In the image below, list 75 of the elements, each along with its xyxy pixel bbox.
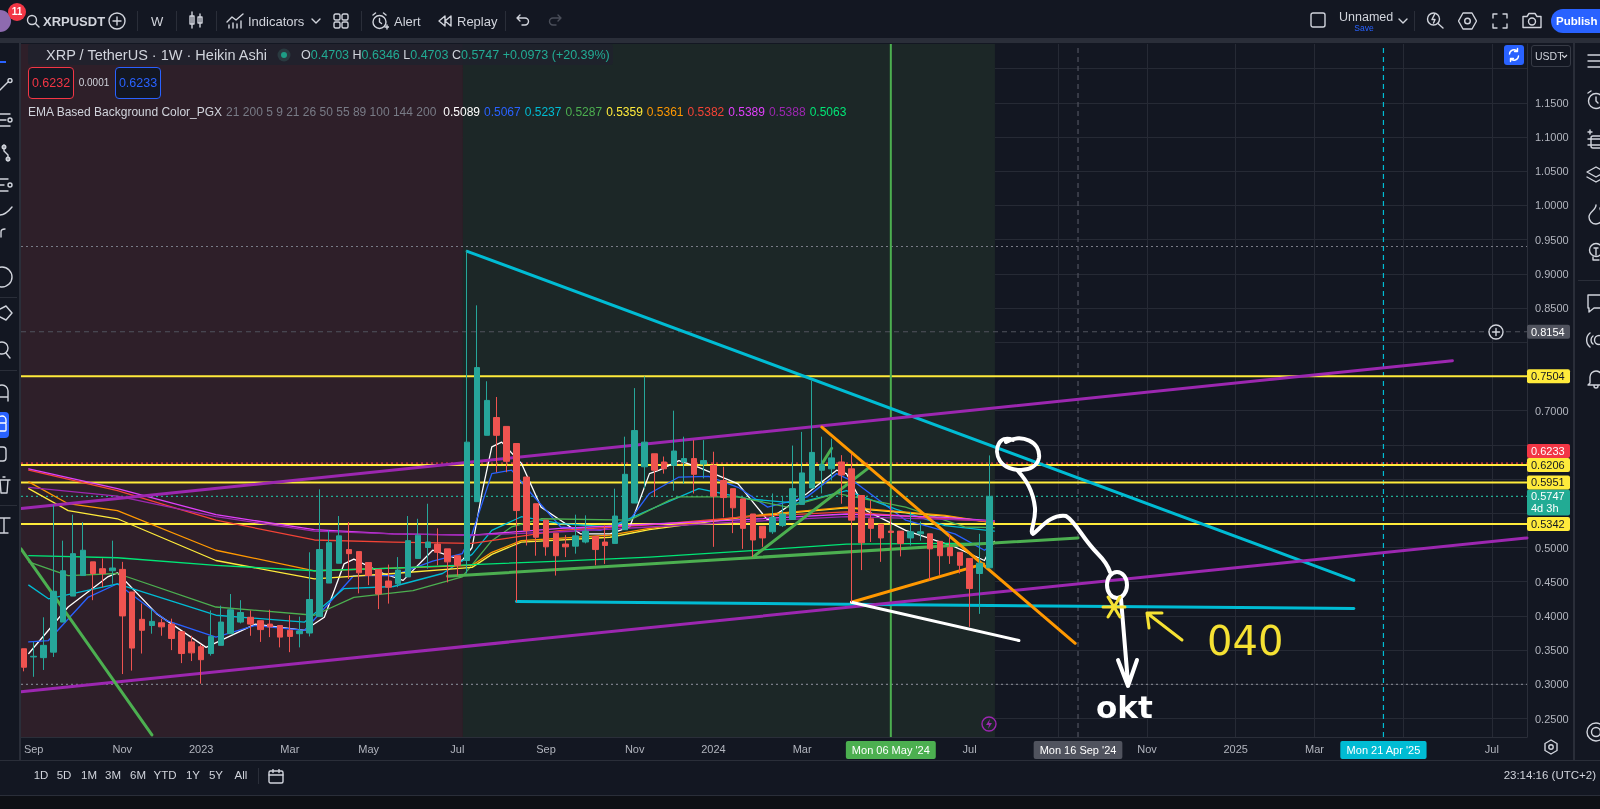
- ref-line-label: 0.6206: [1531, 459, 1565, 471]
- x-tick-label: Mar: [280, 742, 300, 755]
- annotation: 0.5359: [606, 104, 643, 120]
- annotation: 0.5067: [484, 104, 521, 120]
- ref-line-label: Mon 06 May '24: [851, 744, 930, 756]
- annotation: 0.5063: [809, 104, 847, 120]
- text: W: [151, 12, 164, 30]
- x-tick-label: Nov: [624, 742, 645, 755]
- x-tick-label: 2025: [1223, 742, 1248, 755]
- annotation: 21 200 5 9 21 26 50 55 89 100 144 200: [226, 104, 437, 120]
- ref-line-label: 0.6233: [1531, 445, 1565, 457]
- y-tick-label: 0.9000: [1535, 267, 1569, 280]
- y-tick-label: 1.0000: [1535, 199, 1569, 212]
- ref-line-label: 0.7504: [1531, 370, 1565, 383]
- text: Indicators: [248, 12, 305, 30]
- text: 1D: [33, 768, 49, 784]
- currency-dropdown: USDT: [1531, 45, 1571, 67]
- y-tick-label: 0.7000: [1535, 404, 1569, 417]
- text: 1M: [81, 768, 97, 784]
- annotation: 0.5388: [768, 104, 806, 120]
- text: 5D: [56, 768, 72, 784]
- y-tick-label: 0.4000: [1535, 609, 1569, 622]
- annotation: okt: [1096, 688, 1153, 726]
- x-tick-label: Jul: [1484, 742, 1499, 755]
- x-tick-label: 2024: [701, 742, 726, 755]
- y-tick-label: 0.3000: [1535, 678, 1569, 691]
- annotation: 040: [1207, 618, 1284, 664]
- price-box: 0.6233: [115, 67, 161, 99]
- x-tick-label: Nov: [112, 742, 133, 755]
- y-tick-label: 0.4500: [1535, 575, 1569, 588]
- annotation: 0.5237: [524, 104, 562, 120]
- text: YTD: [153, 768, 177, 784]
- x-tick-label: Jul: [450, 742, 465, 755]
- x-tick-label: Sep: [23, 742, 44, 755]
- annotation: EMA Based Background Color_PGX: [28, 104, 223, 120]
- y-tick-label: 0.9500: [1535, 233, 1569, 246]
- text: XRPUSDT: [43, 12, 106, 30]
- y-tick-label: 1.1500: [1535, 96, 1569, 109]
- annotation: 0.5287: [565, 104, 603, 120]
- x-tick-label: Mar: [792, 742, 812, 755]
- y-tick-label: 1.1000: [1535, 131, 1569, 144]
- ref-line-label: Mon 16 Sep '24: [1039, 744, 1117, 756]
- x-tick-label: Nov: [1137, 742, 1158, 755]
- text: 6M: [130, 768, 146, 784]
- y-tick-label: 0.3500: [1535, 644, 1569, 657]
- text: Replay: [457, 12, 498, 30]
- annotation: 0.5361: [646, 104, 684, 120]
- y-tick-label: 0.5000: [1535, 541, 1569, 554]
- y-tick-label: 1.0500: [1535, 165, 1569, 178]
- x-tick-label: May: [358, 742, 380, 755]
- ref-line-label: 0.8154: [1531, 325, 1565, 338]
- x-tick-label: Sep: [536, 742, 556, 755]
- annotation: 0.5382: [687, 104, 725, 120]
- price-box: 0.6232: [28, 67, 74, 99]
- annotation: 0.5389: [728, 104, 765, 120]
- x-tick-label: Mar: [1304, 742, 1325, 755]
- button: Publish: [1551, 9, 1600, 33]
- text: Alert: [394, 12, 421, 30]
- text: 1Y: [185, 768, 201, 784]
- ref-line-label: 0.5747 4d 3h: [1531, 490, 1565, 515]
- text: All: [234, 768, 248, 784]
- text: 3M: [105, 768, 121, 784]
- y-tick-label: 0.8500: [1535, 302, 1569, 315]
- ref-line-label: Mon 21 Apr '25: [1346, 744, 1421, 756]
- text: O0.4703 H0.6346 L0.4703 C0.5747 +0.0973 (+20.39%): [301, 47, 610, 62]
- x-tick-label: 2023: [188, 742, 214, 755]
- text: 5Y: [208, 768, 224, 784]
- ref-line-label: 0.5951: [1531, 476, 1565, 489]
- text: 23:14:16 (UTC+2): [1503, 768, 1596, 784]
- chart-title: XRP / TetherUS · 1W · Heikin Ashi: [46, 46, 268, 63]
- y-tick-label: 0.2500: [1535, 712, 1569, 725]
- ref-line-label: 0.5342: [1531, 518, 1565, 531]
- x-tick-label: Jul: [962, 742, 977, 755]
- annotation: 0.0001: [78, 76, 110, 90]
- annotation: 0.5089: [443, 104, 481, 120]
